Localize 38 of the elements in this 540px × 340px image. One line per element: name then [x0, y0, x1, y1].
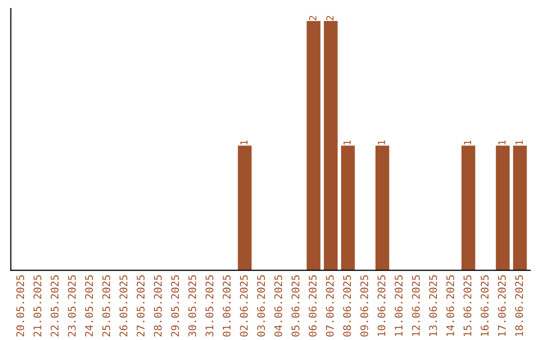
- data-label: 1: [516, 140, 523, 144]
- x-tick-label: 05.06.2025: [292, 275, 300, 336]
- x-tick-label: 22.05.2025: [50, 275, 59, 336]
- x-tick-label: 17.06.2025: [498, 275, 506, 336]
- x-tick-label: 14.06.2025: [446, 275, 454, 336]
- x-tick-label: 27.05.2025: [136, 275, 145, 336]
- x-tick-label: 24.05.2025: [85, 275, 93, 336]
- x-tick-label: 02.06.2025: [240, 275, 248, 336]
- x-tick-label: 16.06.2025: [480, 275, 489, 336]
- x-tick-label: 12.06.2025: [412, 275, 420, 336]
- data-label: 1: [378, 140, 386, 144]
- x-tick-label: 06.06.2025: [308, 275, 317, 336]
- x-tick-label: 15.06.2025: [464, 275, 472, 336]
- data-label: 1: [344, 140, 351, 144]
- x-tick-label: 26.05.2025: [120, 275, 128, 336]
- x-tick-label: 11.06.2025: [394, 275, 403, 336]
- data-label: 1: [498, 140, 506, 144]
- x-tick-label: 03.06.2025: [257, 275, 265, 336]
- x-tick-label: 23.05.2025: [68, 275, 76, 336]
- data-label: 1: [240, 140, 248, 144]
- x-tick-label: 30.05.2025: [188, 275, 196, 336]
- x-tick-label: 10.06.2025: [378, 275, 386, 336]
- x-tick-label: 20.05.2025: [16, 275, 24, 336]
- x-tick-label: 25.05.2025: [102, 275, 110, 336]
- x-tick-label: 18.06.2025: [515, 275, 524, 336]
- x-tick-label: 31.05.2025: [206, 275, 214, 336]
- data-label: 1: [464, 140, 472, 144]
- x-tick-label: 09.06.2025: [360, 275, 368, 336]
- x-tick-label: 28.05.2025: [154, 275, 162, 336]
- x-tick-label: 04.06.2025: [274, 275, 282, 336]
- x-tick-label: 21.05.2025: [33, 275, 42, 336]
- x-tick-label: 01.06.2025: [222, 275, 231, 336]
- data-label: 2: [309, 16, 316, 20]
- x-tick-label: 29.05.2025: [171, 275, 179, 336]
- x-tick-label: 07.06.2025: [326, 275, 334, 336]
- x-tick-label: 13.06.2025: [429, 275, 438, 336]
- x-tick-label: 08.06.2025: [343, 275, 351, 336]
- data-label: 2: [326, 16, 334, 20]
